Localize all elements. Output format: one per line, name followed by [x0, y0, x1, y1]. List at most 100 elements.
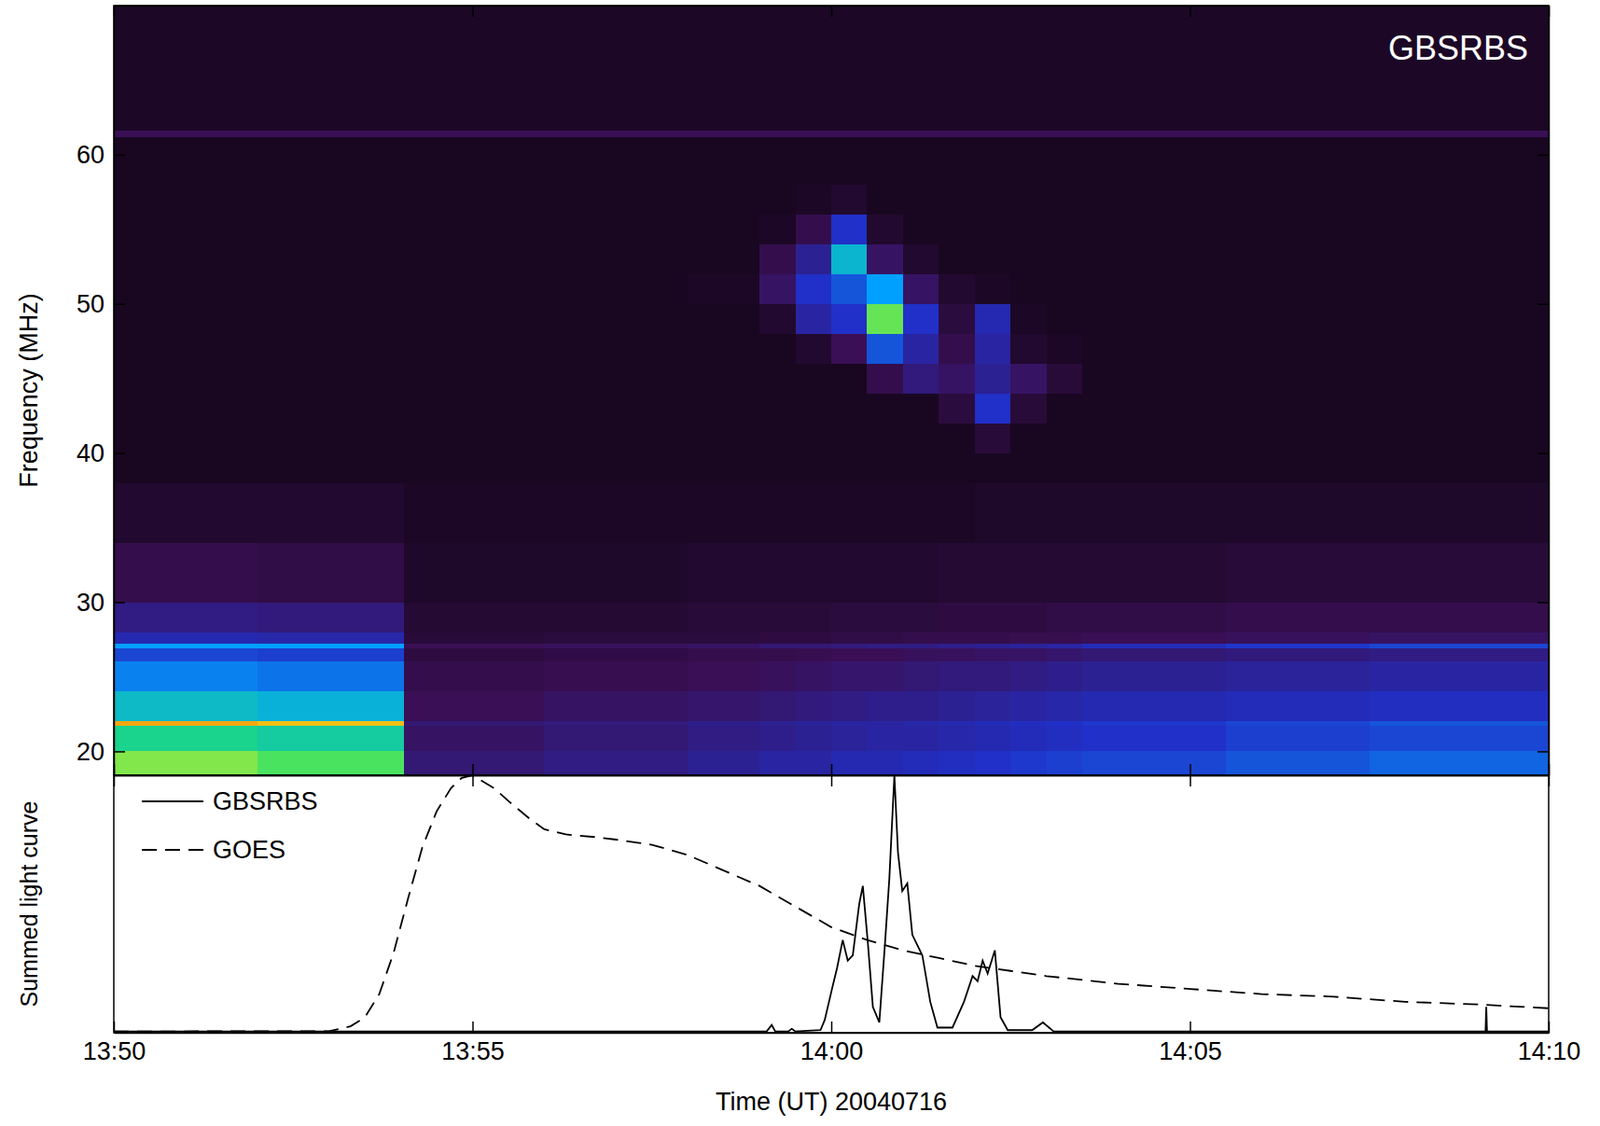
spectrum-cell	[759, 453, 795, 484]
spectrum-cell	[866, 130, 903, 137]
spectrum-cell	[938, 214, 974, 245]
spectrum-cell	[1010, 483, 1046, 543]
spectrum-cell	[938, 423, 974, 454]
spectrum-cell	[831, 602, 867, 633]
spectrum-cell	[1010, 274, 1046, 305]
spectrum-cell	[795, 542, 832, 603]
spectrum-cell	[938, 602, 974, 633]
spectrum-cell	[866, 423, 903, 454]
spectrum-cell	[1225, 602, 1370, 633]
spectrum-cell	[1369, 333, 1549, 364]
spectrum-cell	[257, 721, 405, 726]
spectrum-cell	[257, 214, 405, 245]
spectrum-cell	[403, 184, 544, 215]
tick-mark	[113, 1021, 116, 1033]
spectrum-cell	[113, 632, 258, 644]
spectrum-cell	[831, 5, 867, 66]
spectrum-cell	[1225, 648, 1370, 662]
spectrum-cell	[1046, 393, 1083, 424]
light-curve	[113, 775, 1549, 1032]
tick	[473, 775, 474, 787]
tick-label: 14:05	[1158, 1037, 1223, 1066]
tick-mark	[472, 764, 474, 776]
spectrum-cell	[759, 721, 795, 726]
spectrum-cell	[831, 274, 867, 305]
spectrum-cell	[831, 184, 867, 215]
spectrum-cell	[831, 632, 867, 644]
spectrum-cell	[759, 751, 795, 776]
spectrum-cell	[687, 304, 760, 334]
spectrum-cell	[113, 363, 258, 394]
spectrum-cell	[831, 65, 867, 131]
spectrum-cell	[1369, 137, 1549, 185]
spectrum-cell	[903, 393, 939, 424]
spectrum-cell	[1010, 393, 1046, 424]
spectrum-cell	[403, 137, 544, 185]
spectrum-cell	[1369, 661, 1549, 692]
spectrum-cell	[1046, 483, 1083, 543]
spectrum-cell	[974, 244, 1011, 275]
tick-mark	[1537, 601, 1549, 604]
spectrum-cell	[1369, 244, 1549, 275]
x-axis-top	[114, 775, 1550, 787]
legend-label: GOES	[212, 835, 286, 864]
tick-mark	[1548, 764, 1551, 776]
tick-mark	[1548, 1021, 1551, 1033]
spectrum-cell	[1082, 751, 1226, 776]
spectrum-cell	[1082, 184, 1226, 215]
spectrum-cell	[938, 542, 974, 603]
spectrum-cell	[1225, 423, 1370, 454]
tick-label: 14:00	[800, 1037, 864, 1066]
spectrum-cell	[831, 691, 867, 722]
tick	[831, 764, 833, 776]
spectrum-cell	[687, 214, 760, 245]
spectrum-cell	[795, 130, 832, 137]
spectrum-cell	[257, 244, 405, 275]
spectrum-cell	[1010, 214, 1046, 245]
light-curves	[113, 775, 1549, 1032]
spectrum-cell	[795, 483, 832, 543]
spectrum-cell	[687, 274, 760, 305]
spectrum-cell	[1225, 632, 1370, 644]
spectrum-cell	[974, 184, 1011, 215]
spectrum-cell	[903, 661, 939, 692]
spectrum-cell	[687, 65, 760, 131]
spectrum-cell	[1082, 542, 1226, 603]
spectrum-cell	[795, 632, 832, 644]
spectrum-cell	[938, 661, 974, 692]
spectrum-cell	[866, 5, 903, 66]
x-axis-bottom	[114, 764, 1550, 777]
spectrum-cell	[543, 602, 688, 633]
spectrum-cell	[1046, 751, 1083, 776]
spectrum-cell	[1369, 274, 1549, 305]
spectrum-cell	[903, 643, 939, 650]
spectrum-cell	[1082, 65, 1226, 131]
spectrum-cell	[543, 661, 688, 692]
spectrum-cell	[866, 304, 903, 334]
spectrum-cell	[403, 5, 544, 66]
spectrum-cell	[1369, 363, 1549, 394]
spectrum-cell	[1225, 184, 1370, 215]
spectrum-cell	[831, 130, 867, 137]
tick	[1190, 764, 1192, 776]
spectrum-cell	[687, 137, 760, 185]
light-curve	[113, 775, 1549, 1032]
spectrum-cell	[403, 244, 544, 275]
y-axis-title: Frequency (MHz)	[14, 292, 43, 488]
spectrum-cell	[1225, 244, 1370, 275]
spectrum-cell	[938, 751, 974, 776]
spectrum-cell	[403, 648, 544, 662]
spectrum-cell	[903, 602, 939, 633]
spectrum-cell	[257, 648, 405, 662]
spectrum-cell	[1010, 363, 1046, 394]
spectrum-cell	[1225, 214, 1370, 245]
spectrum-cell	[257, 130, 405, 137]
spectrum-cell	[1225, 130, 1370, 137]
spectrum-cell	[1082, 214, 1226, 245]
spectrum-cell	[759, 184, 795, 215]
spectrum-cell	[1082, 643, 1226, 650]
spectrum-cell	[687, 453, 760, 484]
tick: 40	[76, 439, 126, 468]
spectrum-cell	[903, 751, 939, 776]
tick-mark	[1189, 775, 1192, 787]
